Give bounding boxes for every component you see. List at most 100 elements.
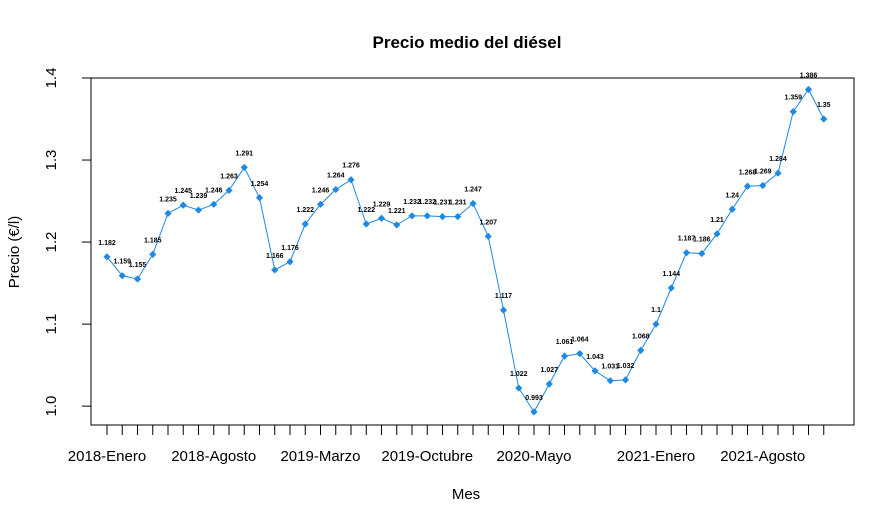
data-point bbox=[545, 380, 553, 388]
data-label: 1.21 bbox=[710, 217, 724, 224]
data-point bbox=[789, 108, 797, 116]
data-point bbox=[743, 182, 752, 190]
data-point bbox=[621, 376, 630, 384]
data-point bbox=[240, 163, 248, 172]
data-label: 1.247 bbox=[464, 187, 482, 194]
data-label: 1.232 bbox=[418, 199, 436, 206]
data-label: 1.221 bbox=[388, 208, 406, 215]
marker-group bbox=[103, 85, 828, 416]
data-label: 1.186 bbox=[693, 237, 711, 244]
x-tick-label: 2018-Agosto bbox=[171, 448, 256, 465]
data-label: 1.284 bbox=[769, 156, 787, 163]
data-point bbox=[118, 272, 126, 280]
data-point bbox=[164, 209, 172, 217]
data-point bbox=[286, 258, 294, 266]
data-point bbox=[194, 206, 203, 214]
data-label: 1.269 bbox=[754, 168, 772, 175]
series-line bbox=[106, 88, 825, 413]
data-point bbox=[698, 249, 706, 258]
data-label: 1.185 bbox=[144, 237, 162, 244]
data-label: 1.235 bbox=[159, 196, 177, 203]
data-point bbox=[484, 232, 492, 240]
data-label: 1.1 bbox=[651, 307, 661, 314]
data-label: 1.207 bbox=[479, 219, 497, 226]
data-label: 1.246 bbox=[205, 187, 223, 194]
data-label: 1.155 bbox=[129, 262, 147, 269]
data-point bbox=[606, 377, 614, 385]
data-label: 1.386 bbox=[800, 72, 818, 79]
data-point bbox=[362, 220, 370, 228]
data-label: 1.027 bbox=[540, 367, 558, 374]
data-point bbox=[393, 221, 401, 229]
data-point bbox=[560, 352, 569, 360]
data-label: 1.064 bbox=[571, 337, 589, 344]
data-label: 1.022 bbox=[510, 371, 528, 378]
data-point bbox=[530, 408, 538, 416]
data-point bbox=[103, 253, 111, 261]
x-tick-label: 2018-Enero bbox=[68, 448, 146, 465]
data-label: 1.031 bbox=[601, 364, 619, 371]
data-label: 1.068 bbox=[632, 333, 650, 340]
data-point bbox=[667, 284, 675, 292]
y-tick-label: 1.2 bbox=[43, 232, 60, 253]
x-tick-label: 2021-Agosto bbox=[720, 448, 805, 465]
data-point bbox=[332, 185, 340, 194]
x-axis: 2018-Enero 2018-Agosto 2019-Marzo 2019-Octu… bbox=[68, 424, 825, 465]
data-point bbox=[652, 320, 660, 328]
data-point bbox=[377, 214, 386, 222]
data-point bbox=[133, 275, 142, 283]
data-point bbox=[499, 306, 508, 314]
data-label: 1.359 bbox=[784, 95, 802, 102]
data-point bbox=[347, 176, 355, 184]
x-tick-label: 2020-Mayo bbox=[496, 448, 571, 465]
x-axis-label: Mes bbox=[452, 486, 480, 503]
data-label: 1.043 bbox=[586, 354, 604, 361]
data-label: 1.032 bbox=[617, 363, 635, 370]
y-tick-label: 1.4 bbox=[43, 68, 60, 89]
data-point bbox=[454, 213, 462, 221]
data-label: 1.187 bbox=[678, 236, 696, 243]
chart-title: Precio medio del diésel bbox=[373, 33, 562, 52]
data-label: 1.35 bbox=[817, 102, 831, 109]
data-label: 1.166 bbox=[266, 253, 284, 260]
data-point bbox=[591, 367, 599, 375]
data-label: 1.117 bbox=[495, 293, 512, 300]
data-point bbox=[774, 169, 782, 177]
data-point bbox=[179, 201, 187, 209]
data-label-group: 1.1821.1591.1551.1851.2351.2451.2391.246… bbox=[98, 72, 830, 401]
data-point bbox=[728, 205, 736, 213]
data-point bbox=[210, 200, 218, 208]
data-label: 1.061 bbox=[556, 339, 574, 346]
x-tick-label: 2019-Octubre bbox=[381, 448, 473, 465]
data-point bbox=[576, 350, 584, 358]
data-point bbox=[820, 115, 828, 123]
data-label: 1.176 bbox=[281, 245, 299, 252]
data-point bbox=[408, 212, 416, 220]
x-tick-label: 2021-Enero bbox=[617, 448, 695, 465]
data-point bbox=[759, 181, 767, 190]
y-tick-label: 1.3 bbox=[43, 150, 60, 171]
data-point bbox=[255, 194, 264, 202]
data-label: 1.263 bbox=[220, 173, 238, 180]
data-point bbox=[423, 212, 431, 220]
data-label: 1.246 bbox=[312, 187, 330, 194]
data-label: 1.264 bbox=[327, 173, 345, 180]
y-tick-label: 1.1 bbox=[43, 314, 60, 335]
data-label: 1.144 bbox=[662, 271, 680, 278]
y-axis: 1.0 1.1 1.2 1.3 1.4 bbox=[43, 68, 92, 417]
data-label: 1.239 bbox=[190, 193, 208, 200]
data-point bbox=[225, 186, 233, 194]
data-point bbox=[301, 220, 309, 228]
data-label: 1.182 bbox=[98, 240, 116, 247]
data-label: 1.231 bbox=[434, 200, 452, 207]
data-label: 1.254 bbox=[251, 181, 269, 188]
data-point bbox=[713, 230, 721, 238]
data-point bbox=[271, 266, 279, 274]
data-label: 0.993 bbox=[525, 395, 543, 402]
data-label: 1.24 bbox=[725, 192, 739, 199]
plot-frame bbox=[90, 77, 855, 426]
data-label: 1.291 bbox=[235, 150, 253, 157]
data-label: 1.232 bbox=[403, 199, 421, 206]
data-label: 1.268 bbox=[739, 169, 757, 176]
